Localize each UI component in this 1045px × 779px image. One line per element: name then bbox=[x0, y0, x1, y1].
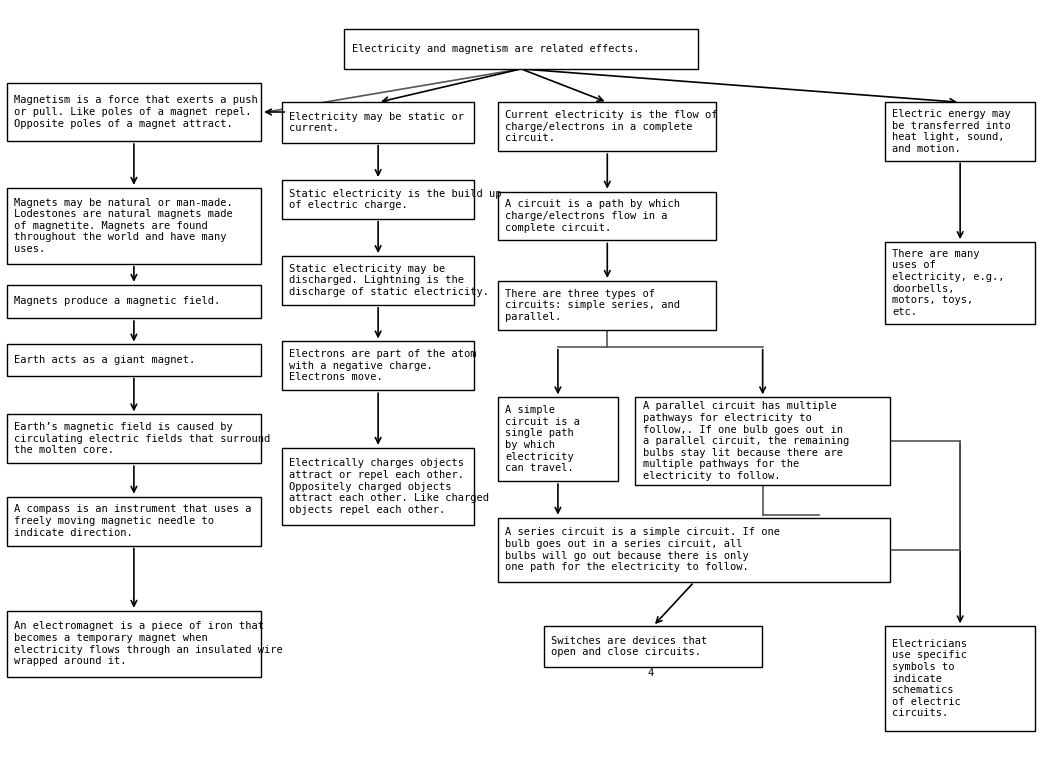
FancyBboxPatch shape bbox=[282, 180, 474, 219]
FancyBboxPatch shape bbox=[282, 102, 474, 143]
FancyBboxPatch shape bbox=[885, 626, 1036, 731]
Text: Magnets produce a magnetic field.: Magnets produce a magnetic field. bbox=[14, 296, 220, 306]
Text: Electrically charges objects
attract or repel each other.
Oppositely charged obj: Electrically charges objects attract or … bbox=[289, 458, 489, 515]
Text: A circuit is a path by which
charge/electrons flow in a
complete circuit.: A circuit is a path by which charge/elec… bbox=[506, 199, 680, 233]
Text: A series circuit is a simple circuit. If one
bulb goes out in a series circuit, : A series circuit is a simple circuit. If… bbox=[506, 527, 781, 573]
Text: There are many
uses of
electricity, e.g.,
doorbells,
motors, toys,
etc.: There are many uses of electricity, e.g.… bbox=[892, 249, 1004, 317]
FancyBboxPatch shape bbox=[282, 256, 474, 305]
FancyBboxPatch shape bbox=[6, 344, 261, 375]
FancyBboxPatch shape bbox=[6, 83, 261, 141]
FancyBboxPatch shape bbox=[345, 29, 698, 69]
FancyBboxPatch shape bbox=[885, 102, 1036, 160]
FancyBboxPatch shape bbox=[6, 284, 261, 318]
FancyBboxPatch shape bbox=[6, 611, 261, 677]
Text: Earth acts as a giant magnet.: Earth acts as a giant magnet. bbox=[14, 355, 195, 365]
Text: Current electricity is the flow of
charge/electrons in a complete
circuit.: Current electricity is the flow of charg… bbox=[506, 110, 718, 143]
Text: A parallel circuit has multiple
pathways for electricity to
follow,. If one bulb: A parallel circuit has multiple pathways… bbox=[643, 401, 849, 481]
FancyBboxPatch shape bbox=[498, 102, 717, 151]
FancyBboxPatch shape bbox=[498, 517, 890, 582]
FancyBboxPatch shape bbox=[885, 242, 1036, 323]
FancyBboxPatch shape bbox=[498, 280, 717, 330]
FancyBboxPatch shape bbox=[543, 626, 762, 667]
Text: Magnetism is a force that exerts a push
or pull. Like poles of a magnet repel.
O: Magnetism is a force that exerts a push … bbox=[14, 95, 258, 129]
Text: Static electricity may be
discharged. Lightning is the
discharge of static elect: Static electricity may be discharged. Li… bbox=[289, 264, 489, 297]
Text: Electricity and magnetism are related effects.: Electricity and magnetism are related ef… bbox=[351, 44, 640, 54]
FancyBboxPatch shape bbox=[6, 497, 261, 545]
Text: Electricity may be static or
current.: Electricity may be static or current. bbox=[289, 111, 464, 133]
Text: Magnets may be natural or man-made.
Lodestones are natural magnets made
of magne: Magnets may be natural or man-made. Lode… bbox=[14, 198, 233, 254]
FancyBboxPatch shape bbox=[6, 188, 261, 264]
Text: A compass is an instrument that uses a
freely moving magnetic needle to
indicate: A compass is an instrument that uses a f… bbox=[14, 505, 252, 538]
Text: Static electricity is the build up
of electric charge.: Static electricity is the build up of el… bbox=[289, 189, 502, 210]
FancyBboxPatch shape bbox=[498, 192, 717, 241]
Text: Electrons are part of the atom
with a negative charge.
Electrons move.: Electrons are part of the atom with a ne… bbox=[289, 349, 477, 382]
Text: Earth’s magnetic field is caused by
circulating electric fields that surround
th: Earth’s magnetic field is caused by circ… bbox=[14, 422, 270, 456]
FancyBboxPatch shape bbox=[282, 341, 474, 390]
Text: There are three types of
circuits: simple series, and
parallel.: There are three types of circuits: simpl… bbox=[506, 289, 680, 322]
Text: An electromagnet is a piece of iron that
becomes a temporary magnet when
electri: An electromagnet is a piece of iron that… bbox=[14, 622, 282, 666]
Text: Electric energy may
be transferred into
heat light, sound,
and motion.: Electric energy may be transferred into … bbox=[892, 109, 1011, 153]
FancyBboxPatch shape bbox=[498, 397, 618, 481]
FancyBboxPatch shape bbox=[635, 397, 890, 485]
FancyBboxPatch shape bbox=[282, 448, 474, 525]
Text: 4: 4 bbox=[648, 668, 654, 678]
Text: Electricians
use specific
symbols to
indicate
schematics
of electric
circuits.: Electricians use specific symbols to ind… bbox=[892, 639, 967, 718]
Text: Switches are devices that
open and close circuits.: Switches are devices that open and close… bbox=[551, 636, 707, 657]
Text: A simple
circuit is a
single path
by which
electricity
can travel.: A simple circuit is a single path by whi… bbox=[506, 405, 580, 473]
FancyBboxPatch shape bbox=[6, 414, 261, 464]
